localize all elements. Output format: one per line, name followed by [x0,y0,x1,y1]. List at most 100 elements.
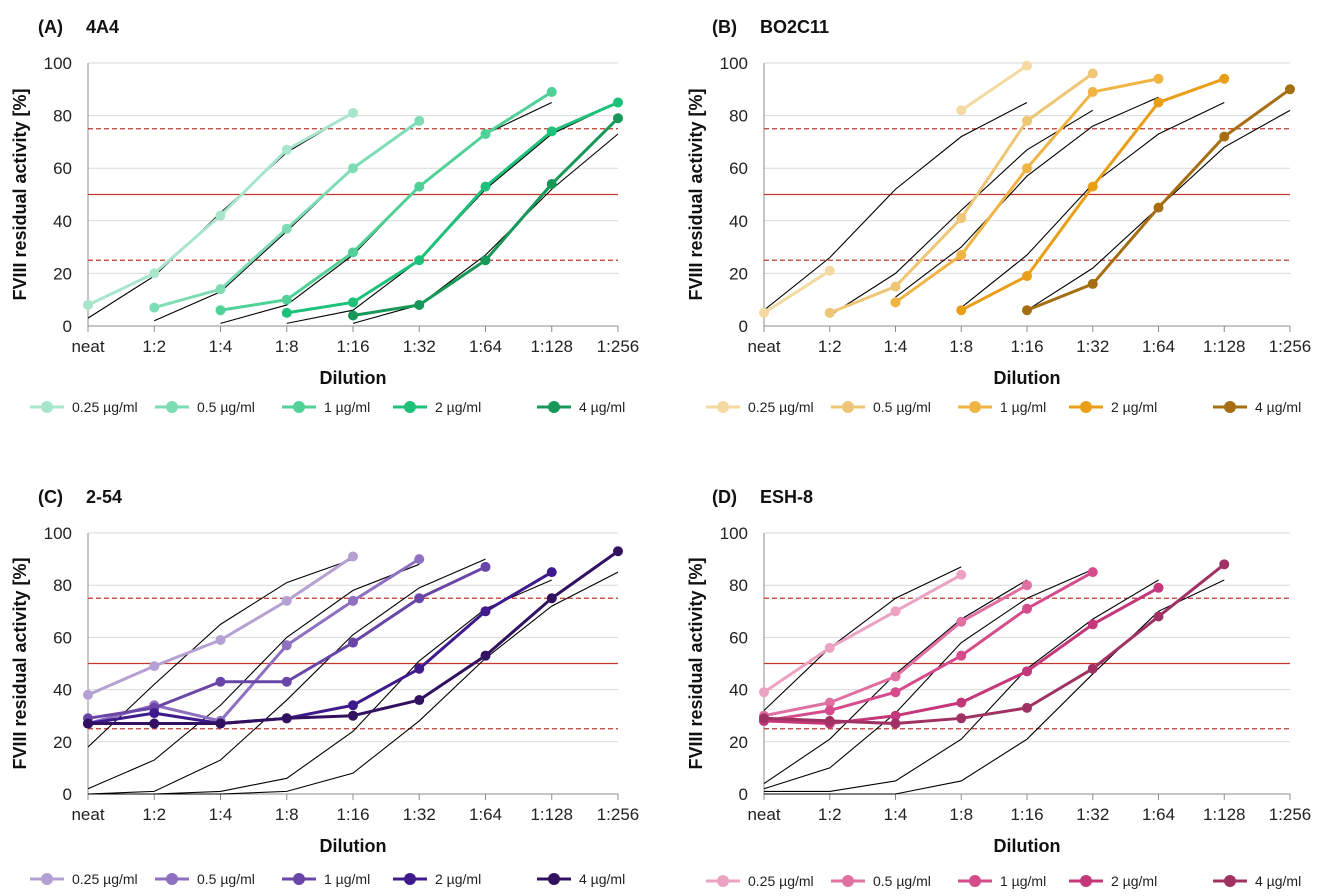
legend-item-label: 4 µg/ml [579,871,625,887]
data-point [348,107,358,118]
series-line [87,111,354,307]
data-point [149,708,160,719]
x-tick-label: 1:2 [142,337,166,356]
legend-item-label: 4 µg/ml [1255,873,1301,889]
data-point [1022,115,1032,126]
data-point [414,593,425,604]
legend-swatch-marker [404,401,416,413]
data-point [348,247,358,258]
data-point [215,676,226,687]
legend-item-label: 4 µg/ml [1255,399,1301,415]
fit-curve [764,579,1225,795]
legend-swatch-marker [969,401,981,413]
legend-swatch-marker [404,873,416,885]
y-tick-label: 80 [729,576,748,595]
series-line [763,269,831,315]
data-point [890,687,901,698]
data-point [1219,559,1230,570]
legend-swatch-marker [548,873,560,885]
data-point [956,569,967,580]
legend-item-label: 0.5 µg/ml [197,399,255,415]
data-point [824,705,835,716]
data-point [348,700,358,711]
x-tick-label: 1:64 [1142,337,1175,356]
fit-curve [87,558,354,748]
y-tick-label: 0 [739,785,748,804]
data-point [348,297,358,308]
data-point [1022,305,1032,316]
x-tick-label: 1:128 [1203,337,1246,356]
x-tick-label: 1:32 [1076,805,1109,824]
x-tick-label: 1:128 [530,805,573,824]
data-point [1087,86,1098,97]
legend-swatch-marker [41,401,53,413]
x-tick-label: 1:8 [275,337,299,356]
x-axis-title: Dilution [994,836,1061,856]
fit-curve [763,569,1093,790]
series-line [894,77,1159,304]
chart-panel-a: neat 1:2 1:4 1:8 1:16 1:32 1:64 1:128 1:256 0 20 40… [10,17,639,415]
y-tick-label: 20 [53,733,72,752]
legend-swatch-marker [842,401,854,413]
data-point [281,294,292,305]
legend-item-label: 1 µg/ml [324,399,370,415]
legend-item-label: 1 µg/ml [1000,399,1046,415]
data-point [1022,603,1032,614]
legend: 0.25 µg/ml 0.5 µg/ml 1 µg/ml 2 µg/ml 4 µg/ml [30,399,625,415]
data-point [613,546,623,557]
data-point [890,606,901,617]
data-point [149,718,160,729]
chart-panel-c: neat 1:2 1:4 1:8 1:16 1:32 1:64 1:128 1:256 0 20 40… [10,487,639,887]
data-point [348,637,358,648]
data-point [215,635,226,646]
legend-swatch-marker [166,873,178,885]
panel-label: (D) [712,487,737,507]
x-tick-label: 1:16 [336,337,369,356]
y-tick-label: 60 [729,628,748,647]
data-point [281,713,292,724]
x-tick-label: 1:16 [1010,337,1043,356]
data-point [348,551,358,562]
data-point [215,284,226,295]
fit-curve [829,109,1094,316]
data-point [1087,663,1098,674]
data-point [956,105,967,116]
data-point [414,181,425,192]
legend-swatch-marker [293,401,305,413]
y-tick-label: 60 [729,159,748,178]
chart-panel-b: neat 1:2 1:4 1:8 1:16 1:32 1:64 1:128 1:256 0 20 40… [686,17,1311,415]
data-point [1087,68,1098,79]
data-point [1153,611,1164,622]
x-tick-label: neat [71,805,104,824]
x-tick-label: 1:64 [469,337,502,356]
data-point [1087,619,1098,630]
fit-curve [763,101,1028,311]
data-point [890,281,901,292]
data-point [956,305,967,316]
data-point [956,616,967,627]
series-line [960,64,1028,112]
data-point [1022,163,1032,174]
fit-curve [763,566,962,711]
data-point [613,97,623,108]
data-point [1219,131,1230,142]
series-line [763,563,1226,726]
data-point [759,687,769,698]
x-axis-title: Dilution [994,368,1061,388]
data-point [480,561,491,572]
data-point [149,302,160,313]
legend-item-label: 0.5 µg/ml [873,873,931,889]
data-point [890,718,901,729]
data-point [83,299,93,310]
x-tick-label: 1:64 [469,805,502,824]
x-tick-label: 1:4 [884,805,908,824]
y-axis-title: FVIII residual activity [%] [686,557,706,769]
legend-swatch-marker [842,875,854,887]
data-point [1219,73,1230,84]
y-tick-label: 20 [729,264,748,283]
legend: 0.25 µg/ml 0.5 µg/ml 1 µg/ml 2 µg/ml 4 µg/ml [30,871,625,887]
data-point [414,695,425,706]
legend-item-label: 0.25 µg/ml [748,873,814,889]
y-tick-label: 0 [739,317,748,336]
